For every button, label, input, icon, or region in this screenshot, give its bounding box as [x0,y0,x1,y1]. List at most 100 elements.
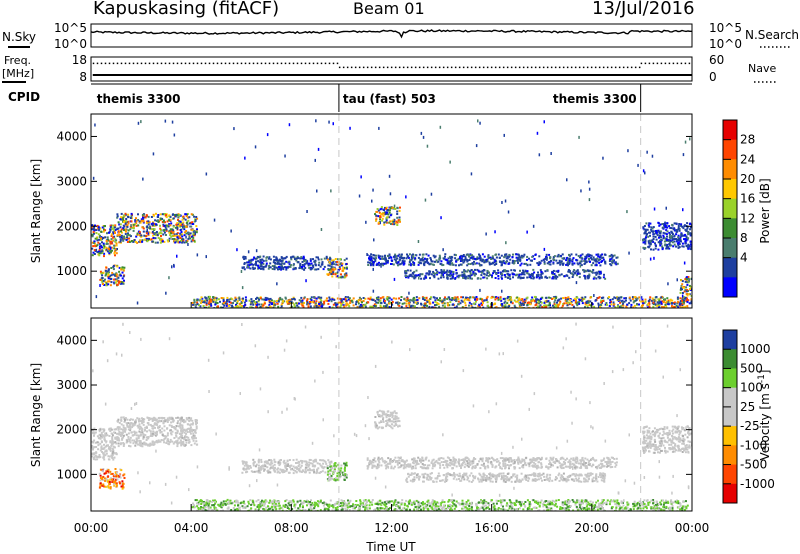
echo-cell [173,234,176,237]
echo-cell [238,298,241,301]
echo-cell [502,306,505,308]
echo-cell [667,299,670,302]
echo-cell [177,425,180,428]
echo-cell [250,298,253,301]
echo-cell [406,297,409,300]
echo-cell [114,248,117,251]
echo-cell [585,254,588,257]
echo-cell [331,266,334,269]
echo-cell [455,305,458,308]
echo-cell [98,430,101,433]
echo-cell [552,269,555,272]
echo-cell [203,306,206,308]
echo-cell [157,417,160,419]
echo-cell [179,233,182,236]
echo-cell [317,147,320,151]
echo-cell [118,433,121,435]
echo-cell [504,199,507,203]
echo-cell [309,263,312,266]
echo-cell [222,300,225,303]
echo-cell [109,240,112,243]
echo-cell [168,214,171,217]
echo-cell [400,296,403,298]
echo-cell [494,277,497,279]
echo-cell [687,233,690,236]
echo-cell [681,225,684,228]
echo-cell [300,296,303,299]
echo-cell [500,261,503,264]
echo-cell [122,227,125,230]
echo-cell [677,228,680,231]
echo-cell [329,268,332,271]
echo-cell [439,262,442,265]
echo-cell [280,303,283,306]
echo-cell [413,296,416,299]
echo-cell [132,227,135,230]
echo-cell [328,120,330,124]
echo-cell [192,422,195,425]
echo-cell [156,423,159,426]
echo-cell [186,428,189,431]
echo-cell [140,219,143,222]
echo-cell [332,271,335,274]
echo-cell [125,221,128,224]
echo-cell [138,441,141,444]
echo-cell [306,210,308,213]
echo-cell [444,255,446,258]
echo-cell [226,303,229,305]
echo-cell [599,264,602,267]
echo-cell [451,256,454,259]
echo-cell [249,303,252,306]
echo-cell [299,257,302,260]
echo-cell [519,264,522,267]
echo-cell [233,306,236,308]
echo-cell [308,266,311,269]
echo-cell [122,445,125,447]
echo-cell [680,279,683,282]
echo-cell [642,246,645,249]
echo-cell [114,240,117,243]
echo-cell [130,212,133,215]
echo-cell [609,258,612,261]
echo-cell [589,269,591,272]
echo-cell [138,417,141,420]
echo-cell [487,255,490,258]
echo-cell [587,301,590,304]
echo-cell [553,301,556,304]
echo-cell [565,302,568,305]
echo-cell [340,304,343,307]
echo-cell [172,419,175,422]
echo-cell [327,274,330,276]
echo-cell [118,241,121,244]
echo-cell [409,508,411,511]
echo-cell [113,446,116,449]
echo-cell [105,240,108,242]
echo-cell [356,306,359,308]
echo-cell [383,223,386,226]
echo-cell [181,427,184,429]
echo-cell [536,262,539,265]
echo-cell [113,244,116,247]
echo-cell [568,276,571,279]
echo-cell [497,275,500,277]
echo-cell [292,255,295,258]
echo-cell [182,226,185,229]
echo-cell [412,256,415,259]
echo-cell [230,306,233,308]
echo-cell [94,237,97,240]
echo-cell [95,295,98,299]
echo-cell [268,300,271,303]
echo-cell [564,296,567,299]
echo-cell [111,438,114,440]
echo-cell [469,272,472,275]
echo-cell [506,297,509,300]
echo-cell [372,306,375,308]
echo-cell [382,264,385,267]
echo-cell [96,239,99,242]
echo-cell [506,302,509,305]
echo-cell [189,427,192,430]
echo-cell [314,259,317,262]
cpid-segments: themis 3300 tau (fast) 503 themis 3300 [97,84,642,112]
echo-cell [129,441,132,444]
echo-cell [96,458,99,461]
